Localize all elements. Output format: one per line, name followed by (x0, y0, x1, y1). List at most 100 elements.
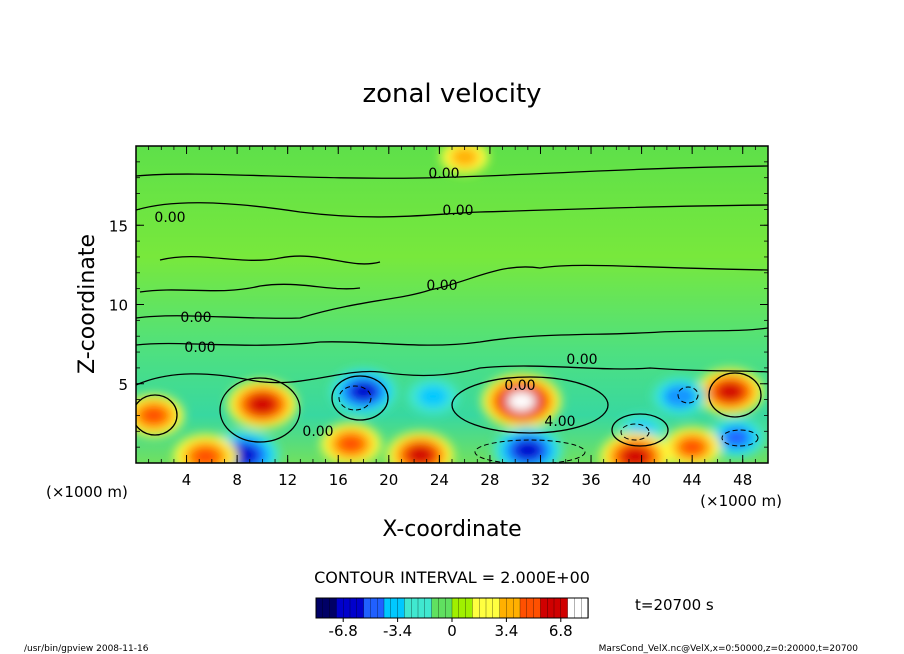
colorbar-segment (383, 597, 392, 619)
colorbar-segment (349, 597, 358, 619)
colorbar-segment (485, 597, 494, 619)
contour-label: 0.00 (504, 378, 535, 394)
colorbar-segment (397, 597, 406, 619)
colorbar-segment (533, 597, 542, 619)
heatmap-cell (147, 411, 160, 420)
colorbar-ticks: -6.8 -3.4 0 3.4 6.8 (329, 618, 573, 640)
colorbar-segment (465, 597, 474, 619)
y-tick-label: 15 (109, 217, 128, 235)
colorbar-segment (315, 597, 324, 619)
contour-line (139, 283, 361, 293)
colorbar-segment (329, 597, 338, 619)
x-tick-label: 8 (232, 471, 242, 489)
colorbar-segment (581, 597, 589, 619)
colorbar-segment (479, 597, 487, 619)
colorbar-tick-label: 6.8 (549, 622, 573, 640)
heatmap-cell (674, 392, 685, 401)
heatmap-cell (356, 387, 371, 397)
colorbar-segment (513, 597, 521, 619)
heatmap-cell (730, 433, 743, 442)
colorbar-segment (424, 597, 433, 619)
heatmap-cell (344, 439, 357, 449)
x-tick-label: 48 (733, 471, 752, 489)
colorbar-segment (445, 597, 453, 619)
heatmap-cell (520, 445, 535, 456)
contour-interval: CONTOUR INTERVAL = 2.000E+00 (314, 568, 590, 587)
heatmap-cell (428, 392, 439, 400)
x-tick-label: 24 (430, 471, 449, 489)
heatmap-cell (199, 452, 212, 462)
y-axis-ticks: 5 10 15 (109, 161, 768, 448)
y-tick-label: 10 (109, 297, 128, 315)
colorbar-segment (322, 597, 331, 619)
contour-line (611, 413, 669, 447)
colorbar-segment (458, 597, 467, 619)
contour-label: 0.00 (566, 352, 597, 368)
colorbar-segment (404, 597, 412, 619)
colorbar-segment (438, 597, 446, 619)
contour-line (474, 439, 586, 463)
colorbar-segment (526, 597, 535, 619)
colorbar-segment (336, 597, 344, 619)
contour-line (136, 394, 178, 436)
velocity-features (136, 146, 765, 463)
contour-line (708, 372, 762, 418)
contour-line (159, 255, 381, 265)
x-tick-label: 28 (480, 471, 499, 489)
colorbar-segment (553, 597, 562, 619)
colorbar-segment (574, 597, 582, 619)
contour-line (136, 264, 768, 319)
heatmap-cell (513, 395, 530, 407)
contour-line (331, 375, 389, 421)
contour-line (451, 376, 609, 434)
heatmap-cell (255, 399, 270, 410)
plot-area: 0.00 0.00 0.00 0.00 0.00 0.00 0.00 0.00 0.00 4.00 (136, 146, 768, 463)
colorbar-segment (547, 597, 555, 619)
colorbar-segment (519, 597, 528, 619)
contour-label: 0.00 (180, 310, 211, 326)
negative-contours (338, 385, 759, 463)
contour-line (136, 202, 768, 218)
heatmap-cell (686, 443, 698, 452)
contour-label: 0.00 (428, 166, 459, 182)
heatmap-cell (628, 451, 643, 462)
contour-label: 0.00 (426, 278, 457, 294)
colorbar-segment (567, 597, 576, 619)
contour-label: 4.00 (544, 414, 575, 430)
colorbar-segment (431, 597, 440, 619)
contour-label: 0.00 (154, 210, 185, 226)
field-background (136, 146, 768, 463)
contour-line (136, 327, 768, 346)
colorbar-segment (472, 597, 480, 619)
footer-right: MarsCond_VelX.nc@VelX,x=0:50000,z=0:2000… (599, 644, 859, 654)
colorbar-segment (370, 597, 378, 619)
y-axis-unit: (×1000 m) (46, 483, 128, 501)
x-axis-unit: (×1000 m) (700, 492, 782, 510)
chart-title: zonal velocity (362, 79, 541, 109)
x-tick-label: 44 (683, 471, 702, 489)
y-tick-label: 5 (118, 376, 128, 394)
x-tick-label: 16 (329, 471, 348, 489)
contour-line (219, 377, 301, 443)
x-axis-ticks: 4 8 12 16 20 24 28 32 36 40 44 48 (148, 146, 756, 489)
footer-left: /usr/bin/gpview 2008-11-16 (24, 644, 149, 654)
contour-label: 0.00 (302, 424, 333, 440)
colorbar-segment (417, 597, 426, 619)
colorbar-segment (343, 597, 351, 619)
colorbar-tick-label: 0 (447, 622, 457, 640)
contour-line (136, 165, 768, 179)
contour-labels: 0.00 0.00 0.00 0.00 0.00 0.00 0.00 0.00 0.00 4.00 (154, 166, 597, 440)
heatmap-cell (723, 387, 737, 397)
x-tick-label: 32 (531, 471, 550, 489)
contour-lines (136, 165, 768, 447)
colorbar-segment (377, 597, 385, 619)
colorbar-tick-label: -3.4 (383, 622, 412, 640)
contour-line (721, 429, 759, 447)
colorbar-segment (540, 597, 548, 619)
x-tick-label: 12 (278, 471, 297, 489)
colorbar-tick-label: -6.8 (329, 622, 358, 640)
y-axis-label: Z-coordinate (75, 234, 100, 374)
contour-label: 0.00 (442, 203, 473, 219)
x-tick-label: 4 (182, 471, 192, 489)
